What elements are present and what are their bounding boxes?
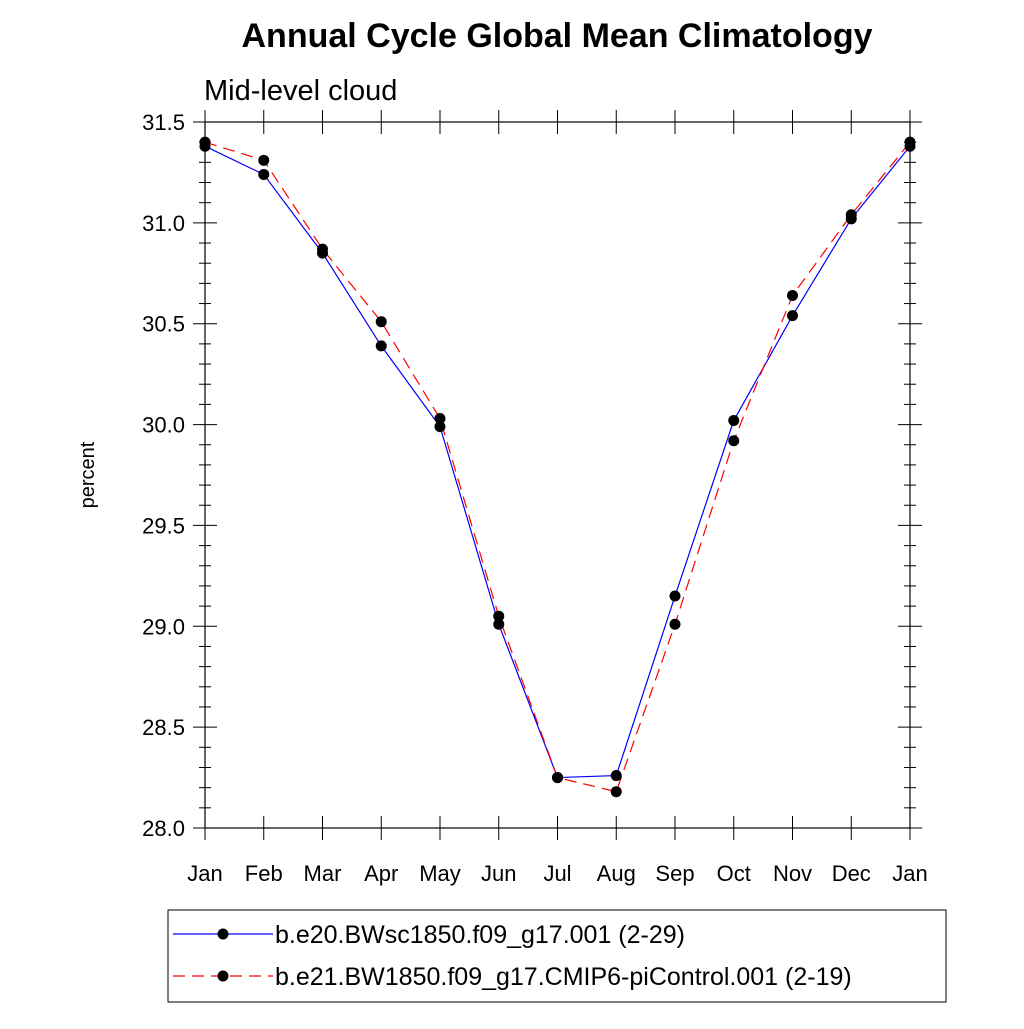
- y-tick-label: 31.5: [142, 110, 185, 135]
- y-axis-ticks: 28.0 28.5 29.0 29.5 30.0 30.5 31.0 31.5: [142, 110, 922, 841]
- x-tick-label: Nov: [773, 861, 812, 886]
- data-point-series-2: [317, 243, 328, 255]
- data-point-series-2: [728, 435, 740, 447]
- chart-subtitle: Mid-level cloud: [204, 75, 397, 107]
- x-tick-label: Sep: [655, 861, 694, 886]
- legend-label-2: b.e21.BW1850.f09_g17.CMIP6-piControl.001…: [275, 963, 852, 991]
- data-point-series-1: [375, 340, 387, 352]
- chart-title: Annual Cycle Global Mean Climatology: [242, 17, 873, 55]
- y-tick-label: 28.5: [142, 715, 185, 740]
- data-point-series-2: [904, 136, 916, 148]
- legend-box: [167, 909, 947, 1003]
- y-tick-label: 29.5: [142, 513, 185, 538]
- data-point-series-2: [434, 413, 446, 425]
- data-point-series-1: [787, 310, 798, 322]
- legend: b.e20.BWsc1850.f09_g17.001 (2-29) b.e21.B…: [167, 909, 947, 1003]
- y-tick-label: 28.0: [142, 816, 185, 841]
- data-point-series-2: [787, 289, 798, 301]
- data-point-series-1: [728, 415, 740, 427]
- x-tick-label: Feb: [245, 861, 283, 886]
- data-point-series-2: [199, 136, 211, 148]
- x-tick-label: Aug: [597, 861, 636, 886]
- legend-marker-1: [217, 928, 229, 940]
- data-point-series-1: [493, 618, 505, 630]
- data-point-series-2: [552, 772, 563, 784]
- data-point-series-2: [845, 209, 857, 221]
- data-point-series-2: [610, 786, 622, 798]
- x-tick-label: Jan: [187, 861, 222, 886]
- plot-frame: [204, 121, 911, 829]
- data-point-series-1: [258, 168, 270, 180]
- x-tick-label: Jul: [543, 861, 571, 886]
- data-point-series-2: [669, 618, 681, 630]
- y-tick-label: 31.0: [142, 211, 185, 236]
- legend-label-1: b.e20.BWsc1850.f09_g17.001 (2-29): [275, 921, 685, 949]
- series-layer: [199, 136, 916, 798]
- y-tick-label: 29.0: [142, 614, 185, 639]
- x-tick-label: Dec: [832, 861, 871, 886]
- series-line-1: [204, 145, 911, 779]
- x-tick-label: Oct: [717, 861, 751, 886]
- x-tick-label: Apr: [364, 861, 398, 886]
- x-tick-label: Jan: [892, 861, 927, 886]
- data-point-series-2: [493, 610, 505, 622]
- series-line-2: [204, 141, 911, 793]
- legend-marker-2: [217, 970, 229, 982]
- data-point-series-2: [375, 316, 387, 328]
- data-point-series-2: [258, 154, 270, 166]
- data-point-series-1: [669, 590, 681, 602]
- x-tick-label: May: [419, 861, 461, 886]
- x-tick-label: Mar: [304, 861, 342, 886]
- data-point-series-1: [434, 421, 446, 433]
- y-tick-label: 30.5: [142, 312, 185, 337]
- y-tick-label: 30.0: [142, 413, 185, 438]
- y-axis-label: percent: [77, 441, 99, 508]
- x-axis-ticks: Jan Feb Mar Apr May Jun Jul Aug Sep Oct Nov Dec Jan: [187, 110, 928, 886]
- x-tick-label: Jun: [481, 861, 516, 886]
- data-point-series-1: [610, 770, 622, 782]
